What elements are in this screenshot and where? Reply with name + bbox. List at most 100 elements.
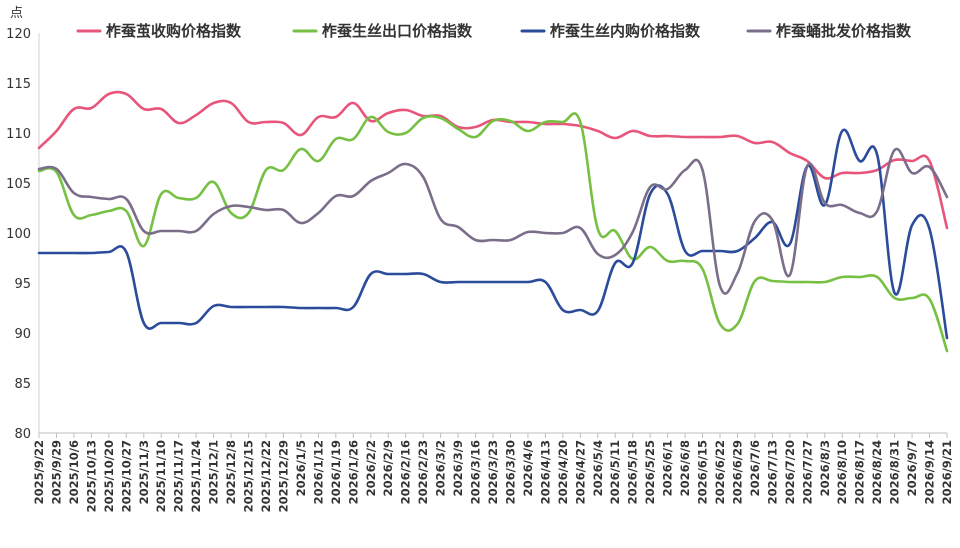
data-point	[404, 109, 407, 112]
data-point	[195, 197, 198, 200]
series-points-3	[38, 130, 949, 340]
data-point	[631, 130, 634, 133]
data-point	[841, 204, 844, 207]
data-point	[544, 232, 547, 235]
data-point	[666, 135, 669, 138]
data-point	[649, 135, 652, 138]
data-point	[457, 226, 460, 229]
data-point	[928, 298, 931, 301]
x-tick-label: 2026/6/15	[696, 440, 710, 504]
data-point	[370, 273, 373, 276]
x-tick-label: 2026/5/4	[591, 440, 605, 496]
x-tick-label: 2026/8/17	[853, 440, 867, 504]
data-point	[247, 306, 250, 309]
x-tick-label: 2026/3/16	[469, 440, 483, 504]
data-point	[439, 281, 442, 284]
data-point	[911, 160, 914, 163]
data-point	[509, 239, 512, 242]
data-point	[946, 196, 949, 199]
data-point	[90, 196, 93, 199]
legend-item-4: 柞蚕蛹批发价格指数	[746, 22, 912, 40]
series-line-4	[37, 147, 949, 295]
data-point	[55, 252, 58, 255]
data-point	[143, 245, 146, 248]
data-point	[789, 281, 792, 284]
y-tick-label: 80	[14, 427, 31, 442]
x-tick-label: 2026/9/21	[940, 440, 954, 504]
data-point	[335, 195, 338, 198]
data-point	[719, 136, 722, 139]
data-point	[422, 176, 425, 179]
y-tick-label: 110	[6, 127, 31, 142]
data-point	[614, 230, 617, 233]
data-point	[335, 138, 338, 141]
data-point	[579, 227, 582, 230]
data-point	[666, 193, 669, 196]
x-tick-label: 2026/8/3	[818, 440, 832, 496]
x-tick-label: 2026/3/23	[486, 440, 500, 504]
data-point	[858, 212, 861, 215]
x-tick-label: 2026/7/13	[765, 440, 779, 504]
data-point	[858, 160, 861, 163]
data-point	[841, 276, 844, 279]
data-point	[701, 268, 704, 271]
data-point	[893, 149, 896, 152]
data-point	[317, 116, 320, 119]
data-point	[352, 138, 355, 141]
x-tick-label: 2026/2/23	[416, 440, 430, 504]
data-point	[387, 172, 390, 175]
series-points-1	[38, 93, 949, 230]
x-tick-label: 2026/8/24	[870, 440, 884, 504]
legend-label: 柞蚕生丝出口价格指数	[322, 22, 473, 40]
data-point	[90, 214, 93, 217]
data-point	[736, 272, 739, 275]
data-point	[597, 310, 600, 313]
series-line-1	[37, 90, 949, 230]
data-point	[928, 160, 931, 163]
data-point	[946, 350, 949, 353]
data-point	[108, 251, 111, 254]
data-point	[876, 154, 879, 157]
legend-item-3: 柞蚕生丝内购价格指数	[520, 22, 701, 40]
data-point	[649, 193, 652, 196]
x-tick-label: 2026/1/26	[346, 440, 360, 504]
data-point	[527, 281, 530, 284]
data-point	[684, 136, 687, 139]
data-point	[352, 306, 355, 309]
data-point	[439, 218, 442, 221]
data-point	[370, 180, 373, 183]
data-point	[352, 195, 355, 198]
x-tick-label: 2026/7/6	[748, 440, 762, 496]
data-point	[649, 186, 652, 189]
data-point	[108, 210, 111, 213]
data-point	[893, 297, 896, 300]
x-tick-label: 2026/2/9	[381, 440, 395, 496]
x-tick-label: 2026/9/14	[923, 440, 937, 504]
data-point	[928, 228, 931, 231]
data-point	[125, 251, 128, 254]
data-point	[300, 222, 303, 225]
data-point	[247, 206, 250, 209]
x-tick-label: 2025/12/29	[276, 440, 290, 512]
data-point	[317, 307, 320, 310]
data-point	[876, 169, 879, 172]
data-point	[38, 168, 41, 171]
x-tick-label: 2026/4/6	[521, 440, 535, 496]
data-point	[911, 224, 914, 227]
x-tick-label: 2026/5/18	[626, 440, 640, 504]
x-tick-label: 2026/7/27	[800, 440, 814, 504]
data-point	[387, 112, 390, 115]
x-tick-label: 2026/7/20	[783, 440, 797, 504]
data-point	[684, 169, 687, 172]
data-point	[265, 306, 268, 309]
data-point	[789, 152, 792, 155]
data-point	[212, 213, 215, 216]
data-point	[719, 323, 722, 326]
data-point	[90, 252, 93, 255]
data-point	[754, 220, 757, 223]
x-tick-label: 2026/6/8	[678, 440, 692, 496]
x-tick-label: 2026/1/12	[311, 440, 325, 504]
data-point	[387, 273, 390, 276]
data-point	[422, 273, 425, 276]
